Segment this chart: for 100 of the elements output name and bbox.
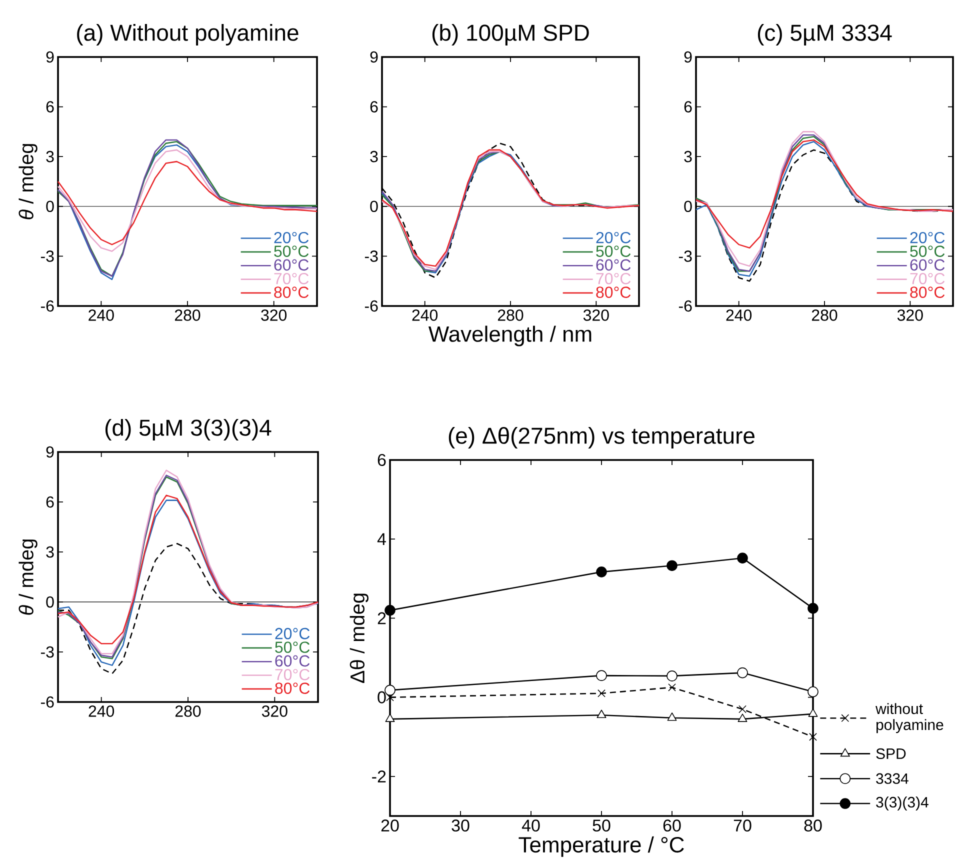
point <box>808 602 818 614</box>
legend-label: 20°C <box>596 232 631 244</box>
y-tick-label: -3 <box>364 250 378 262</box>
y-tick-label: 0 <box>684 200 692 212</box>
x-tick-label: 20 <box>381 820 399 832</box>
y-tick-label: 3 <box>370 150 378 162</box>
y-tick-label: 9 <box>46 51 54 63</box>
x-tick-label: 280 <box>175 706 201 717</box>
legend-label: 50°C <box>275 642 310 653</box>
legend-label: 70°C <box>910 272 945 284</box>
x-tick-label: 280 <box>174 310 200 321</box>
y-tick-label: -6 <box>40 696 54 708</box>
x-tick-label: 70 <box>734 820 752 832</box>
y-tick-label: -3 <box>40 250 54 262</box>
x-tick-label: 80 <box>804 820 822 832</box>
chart-title: (b) 100µM SPD <box>432 24 589 46</box>
x-tick-label: 40 <box>522 820 540 832</box>
y-tick-label: -2 <box>372 770 386 782</box>
y-tick-label: -3 <box>40 646 54 658</box>
y-axis-title: θ / mdeg <box>18 144 38 220</box>
legend-label: 20°C <box>910 232 945 244</box>
legend-label: 60°C <box>275 655 310 667</box>
legend-label: 70°C <box>596 272 631 284</box>
legend-label: SPD <box>876 748 906 759</box>
text: 80°C <box>596 286 631 298</box>
legend-label: without polyamine <box>876 703 944 734</box>
y-tick-label: 3 <box>46 546 54 558</box>
legend-label: 3334 <box>876 773 908 784</box>
x-tick-label: 320 <box>262 706 288 717</box>
y-tick-label: 0 <box>378 691 386 704</box>
y-tick-label: 9 <box>684 51 692 63</box>
x-tick-label: 320 <box>583 310 609 321</box>
y-tick-label: 9 <box>46 446 54 458</box>
y-tick-label: 0 <box>46 200 54 212</box>
line-series <box>57 160 318 246</box>
legend-label: 3(3)(3)4 <box>876 796 928 811</box>
point <box>384 684 396 696</box>
legend-label: 50°C <box>910 246 945 257</box>
chart-title: (c) 5µM 3334 <box>758 24 892 46</box>
x-tick-label: 280 <box>812 310 838 321</box>
y-tick-label: 3 <box>46 150 54 162</box>
x-tick-label: 50 <box>592 820 610 832</box>
text: 80°C <box>910 286 945 298</box>
legend-label: 20°C <box>275 628 310 640</box>
point <box>737 667 748 678</box>
legend-label: 80°C <box>274 286 309 298</box>
y-tick-label: -6 <box>678 300 692 312</box>
y-axis-title: Δθ / mdeg <box>350 594 368 683</box>
y-tick-label: 6 <box>46 101 54 112</box>
legend-label: 20°C <box>274 232 309 244</box>
point <box>809 732 817 741</box>
x-tick-label: 240 <box>88 706 114 717</box>
x-tick-label: 320 <box>261 310 287 321</box>
x-tick-label: 240 <box>726 310 752 321</box>
point <box>668 683 676 692</box>
x-tick-label: 240 <box>412 310 438 321</box>
x-tick-label: 240 <box>88 310 114 321</box>
chart-title: (d) 5µM 3(3)(3)4 <box>105 419 272 440</box>
legend-label: 80°C <box>275 682 310 694</box>
x-axis-title: Wavelength / nm <box>428 326 592 346</box>
point <box>385 714 395 722</box>
y-tick-label: 9 <box>370 51 378 63</box>
x-axis-title: Temperature / °C <box>518 836 684 857</box>
point <box>596 670 607 681</box>
y-tick-label: 4 <box>377 533 386 545</box>
point <box>596 566 607 578</box>
legend-label: 60°C <box>910 259 945 271</box>
point <box>808 708 818 717</box>
y-tick-label: -6 <box>40 300 54 312</box>
x-tick-label: 60 <box>663 820 681 832</box>
point <box>666 560 678 571</box>
legend-label: 70°C <box>275 668 310 680</box>
legend-label: 50°C <box>274 246 309 257</box>
y-tick-label: 6 <box>46 496 54 508</box>
point <box>384 604 396 616</box>
legend-label: 60°C <box>274 259 309 271</box>
x-tick-label: 30 <box>452 820 470 832</box>
y-tick-label: 6 <box>378 454 386 466</box>
point <box>738 705 746 714</box>
y-tick-label: 0 <box>46 596 54 608</box>
point <box>596 710 606 718</box>
point <box>667 712 677 721</box>
legend-label: 60°C <box>596 259 631 271</box>
chart-title: (e) Δθ(275nm) vs temperature <box>448 427 754 448</box>
y-tick-label: -3 <box>678 250 692 262</box>
point <box>738 714 748 722</box>
legend-label: 70°C <box>274 272 309 284</box>
chart-title: (a) Without polyamine <box>77 24 298 46</box>
y-tick-label: 6 <box>370 101 378 112</box>
point <box>598 689 606 698</box>
legend-label: 50°C <box>596 246 631 257</box>
point <box>386 693 394 702</box>
point <box>808 686 818 698</box>
x-tick-label: 280 <box>498 310 524 321</box>
point <box>737 552 748 564</box>
y-tick-label: 0 <box>370 200 378 212</box>
y-tick-label: 6 <box>684 101 692 112</box>
y-tick-label: 3 <box>684 150 692 162</box>
y-tick-label: -6 <box>364 300 378 312</box>
x-tick-label: 320 <box>897 310 923 321</box>
